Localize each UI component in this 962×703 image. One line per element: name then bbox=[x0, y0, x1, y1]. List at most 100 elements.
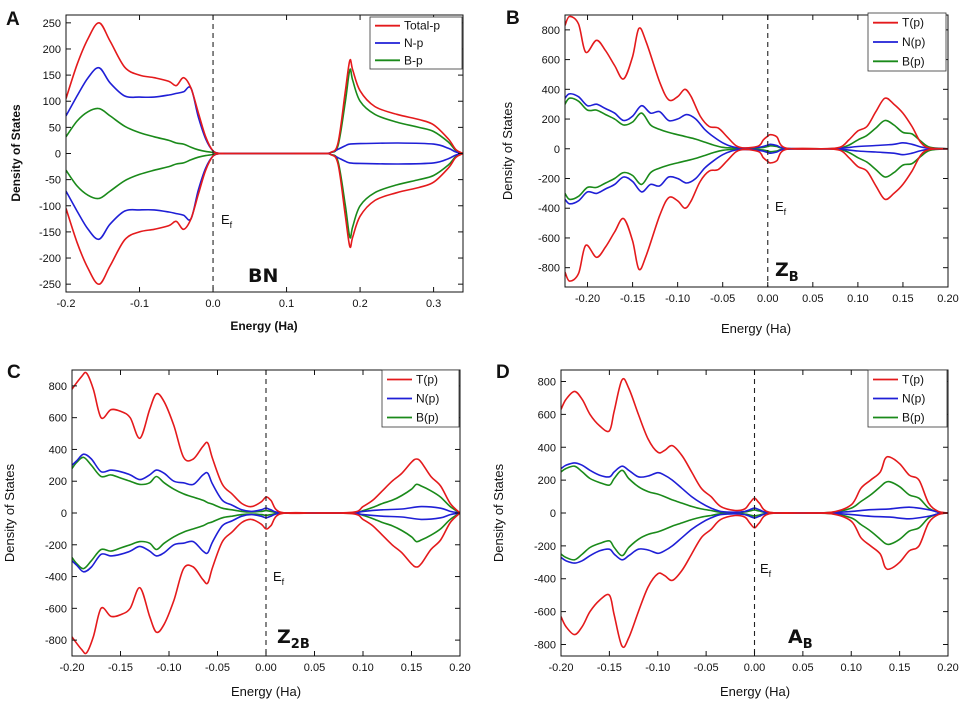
y-tick-label: 50 bbox=[49, 122, 61, 134]
panel-letter: C bbox=[7, 362, 21, 383]
y-tick-label: 200 bbox=[538, 475, 556, 487]
fermi-label-sub: f bbox=[769, 569, 772, 579]
x-axis-title: Energy (Ha) bbox=[230, 319, 297, 333]
sample-label-sub: B bbox=[789, 270, 799, 285]
y-tick-label: 100 bbox=[43, 96, 61, 108]
legend-label: N-p bbox=[404, 36, 424, 50]
x-tick-label: -0.10 bbox=[665, 293, 690, 305]
fermi-label: Ef bbox=[775, 199, 787, 217]
sample-label-main: A bbox=[788, 626, 803, 648]
series-line-t-p-up bbox=[565, 15, 948, 150]
x-tick-label: -0.05 bbox=[205, 662, 230, 674]
y-axis-title: Density of States bbox=[2, 463, 17, 562]
y-tick-label: -200 bbox=[538, 173, 560, 185]
sample-label: AB bbox=[788, 626, 813, 652]
x-tick-label: -0.20 bbox=[548, 662, 573, 674]
legend: T(p) N(p) B(p) bbox=[867, 12, 947, 72]
y-tick-label: 0 bbox=[554, 144, 560, 156]
series-line-b-p-up bbox=[72, 456, 460, 514]
x-tick-label: -0.15 bbox=[108, 662, 133, 674]
y-tick-label: -200 bbox=[39, 253, 61, 265]
legend: Total-p N-p B-p bbox=[369, 16, 463, 70]
x-tick-label: -0.2 bbox=[57, 298, 76, 310]
legend-label: B-p bbox=[404, 53, 423, 67]
y-tick-label: -400 bbox=[534, 574, 556, 586]
fermi-label-main: E bbox=[221, 212, 230, 227]
y-tick-label: 800 bbox=[542, 25, 560, 37]
x-tick-label: -0.15 bbox=[597, 662, 622, 674]
fermi-label-sub: f bbox=[230, 220, 233, 230]
sample-label: Z2B bbox=[277, 626, 310, 652]
series-line-n-p-down bbox=[561, 512, 948, 564]
legend-label: B(p) bbox=[902, 54, 925, 68]
x-tick-label: 0.00 bbox=[744, 662, 765, 674]
panel-d: -0.20 -0.15 -0.10 -0.05 0.00 0.05 0.10 0.15 0.20… bbox=[491, 362, 959, 699]
x-tick-label: 0.2 bbox=[352, 298, 367, 310]
y-axis-title: Density of States bbox=[9, 104, 23, 202]
legend-label: N(p) bbox=[902, 392, 925, 406]
series-line-b-p-down bbox=[66, 152, 463, 239]
panel-b: -0.20 -0.15 -0.10 -0.05 0.00 0.05 0.10 0.15 0.20… bbox=[500, 8, 959, 336]
panel-c: -0.20 -0.15 -0.10 -0.05 0.00 0.05 0.10 0.15 0.20… bbox=[2, 362, 471, 699]
sample-label: ZB bbox=[775, 259, 799, 285]
y-tick-label: -150 bbox=[39, 227, 61, 239]
series-line-t-p-down bbox=[561, 512, 948, 649]
y-tick-label: -800 bbox=[534, 639, 556, 651]
y-tick-label: 150 bbox=[43, 70, 61, 82]
y-tick-label: -50 bbox=[45, 175, 61, 187]
sample-label-main: Z bbox=[775, 259, 789, 281]
x-axis-title: Energy (Ha) bbox=[720, 684, 790, 699]
x-tick-label: 0.15 bbox=[401, 662, 422, 674]
legend-label: T(p) bbox=[902, 16, 924, 30]
y-tick-label: 200 bbox=[43, 44, 61, 56]
x-tick-label: 0.05 bbox=[802, 293, 823, 305]
y-tick-label: 600 bbox=[49, 413, 67, 425]
sample-label: BN bbox=[248, 265, 278, 287]
x-tick-label: -0.20 bbox=[59, 662, 84, 674]
x-tick-label: 0.10 bbox=[847, 293, 868, 305]
panel-letter: D bbox=[496, 362, 510, 383]
x-tick-label: 0.3 bbox=[426, 298, 441, 310]
y-tick-label: 600 bbox=[542, 55, 560, 67]
series-line-total-p-down bbox=[66, 152, 463, 285]
y-tick-label: -200 bbox=[534, 541, 556, 553]
x-tick-label: -0.10 bbox=[156, 662, 181, 674]
series-line-n-p-up bbox=[72, 453, 460, 514]
y-tick-label: 400 bbox=[542, 84, 560, 96]
series-line-n-p-up bbox=[565, 92, 948, 150]
legend-label: N(p) bbox=[902, 35, 925, 49]
x-axis-title: Energy (Ha) bbox=[231, 684, 301, 699]
y-tick-label: 400 bbox=[538, 442, 556, 454]
y-tick-label: -600 bbox=[45, 603, 67, 615]
y-tick-label: 800 bbox=[538, 377, 556, 389]
x-tick-label: 0.10 bbox=[352, 662, 373, 674]
x-tick-label: 0.05 bbox=[304, 662, 325, 674]
fermi-label-sub: f bbox=[282, 577, 285, 587]
series-line-n-p-up bbox=[561, 462, 948, 514]
panel-letter: B bbox=[506, 8, 520, 29]
y-axis-title: Density of States bbox=[491, 463, 506, 562]
sample-label-main: BN bbox=[248, 265, 278, 287]
y-axis-title: Density of States bbox=[500, 101, 515, 200]
x-tick-label: 0.05 bbox=[792, 662, 813, 674]
x-tick-label: -0.15 bbox=[620, 293, 645, 305]
legend-label: N(p) bbox=[416, 392, 439, 406]
y-tick-label: 800 bbox=[49, 381, 67, 393]
legend-label: B(p) bbox=[416, 411, 439, 425]
x-tick-label: 0.15 bbox=[892, 293, 913, 305]
y-tick-label: 0 bbox=[550, 508, 556, 520]
fermi-label: Ef bbox=[760, 561, 772, 579]
x-tick-label: 0.10 bbox=[841, 662, 862, 674]
legend-label: T(p) bbox=[902, 373, 924, 387]
y-tick-label: -800 bbox=[538, 263, 560, 275]
x-tick-label: -0.05 bbox=[710, 293, 735, 305]
sample-label-main: Z bbox=[277, 626, 291, 648]
sample-label-sub: B bbox=[803, 637, 813, 652]
fermi-label-main: E bbox=[273, 569, 282, 584]
x-tick-label: 0.20 bbox=[937, 293, 958, 305]
panel-a: -0.2 -0.1 0.0 0.1 0.2 0.3 -250 -200 -150 -100 -50 0… bbox=[6, 9, 464, 333]
series-line-b-p-up bbox=[66, 68, 463, 155]
y-tick-label: 250 bbox=[43, 18, 61, 30]
x-tick-label: -0.20 bbox=[575, 293, 600, 305]
